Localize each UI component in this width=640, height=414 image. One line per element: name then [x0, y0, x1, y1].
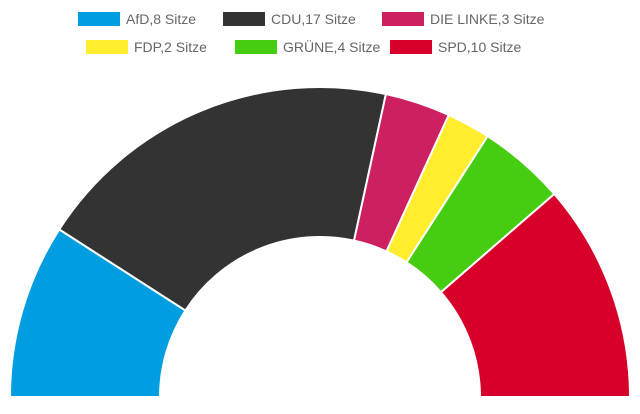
legend-label-gruene: GRÜNE,4 Sitze — [283, 38, 380, 55]
legend-swatch-fdp — [86, 40, 128, 54]
legend-swatch-gruene — [235, 40, 277, 54]
legend: AfD,8 Sitze CDU,17 Sitze DIE LINKE,3 Sit… — [78, 11, 545, 55]
legend-label-die-linke: DIE LINKE,3 Sitze — [430, 11, 545, 27]
legend-item-afd[interactable]: AfD,8 Sitze — [78, 11, 196, 27]
arc-spd[interactable] — [439, 192, 632, 398]
legend-swatch-cdu — [223, 12, 265, 26]
legend-item-gruene[interactable]: GRÜNE,4 Sitze — [235, 38, 380, 55]
arc-cdu[interactable] — [57, 86, 388, 312]
legend-label-afd: AfD,8 Sitze — [126, 11, 196, 27]
legend-swatch-spd — [390, 40, 432, 54]
legend-item-fdp[interactable]: FDP,2 Sitze — [86, 39, 207, 55]
legend-item-spd[interactable]: SPD,10 Sitze — [390, 39, 521, 55]
legend-label-cdu: CDU,17 Sitze — [271, 11, 356, 27]
legend-label-spd: SPD,10 Sitze — [438, 39, 521, 55]
legend-item-die-linke[interactable]: DIE LINKE,3 Sitze — [382, 11, 545, 27]
legend-item-cdu[interactable]: CDU,17 Sitze — [223, 11, 356, 27]
legend-swatch-afd — [78, 12, 120, 26]
legend-swatch-die-linke — [382, 12, 424, 26]
legend-label-fdp: FDP,2 Sitze — [134, 39, 207, 55]
seat-arcs — [8, 86, 632, 398]
